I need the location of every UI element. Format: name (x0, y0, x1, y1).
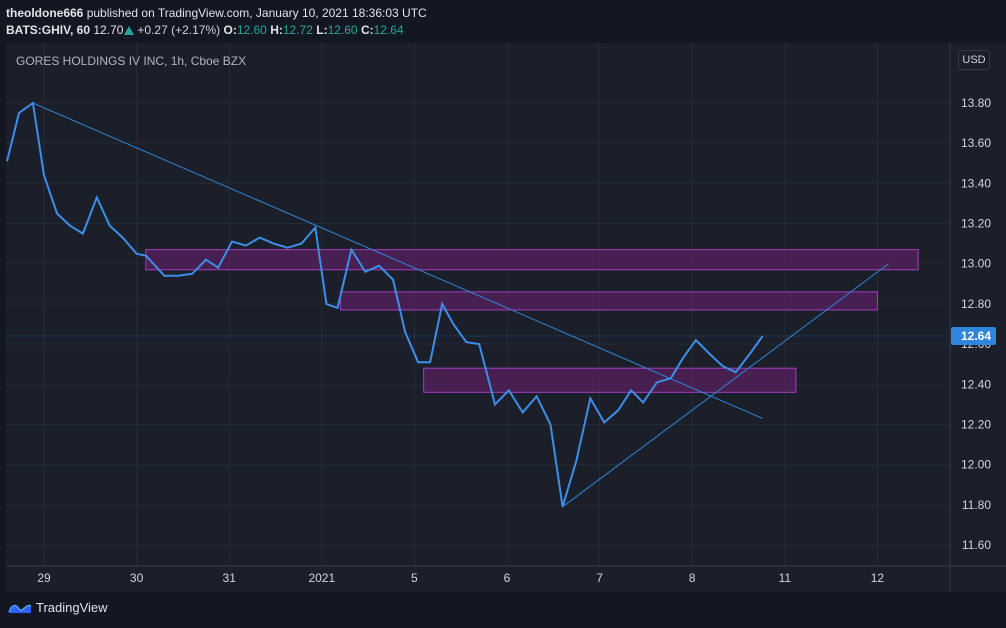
time-tick-label: 12 (871, 571, 885, 585)
price-zone[interactable] (423, 367, 797, 393)
time-axis[interactable]: 29 30 31 2021 5 6 7 8 11 12 (37, 571, 884, 585)
chart-header: theoldone666 published on TradingView.co… (6, 5, 427, 39)
time-tick-label: 6 (504, 571, 511, 585)
time-tick-label: 29 (37, 571, 51, 585)
time-tick-label: 2021 (308, 571, 335, 585)
high-value: 12.72 (282, 23, 313, 37)
price-tick-label: 12.20 (961, 417, 991, 431)
high-label: H: (270, 23, 283, 37)
symbol-label: BATS:GHIV, 60 (6, 23, 91, 37)
price-change: +0.27 (+2.17%) (137, 23, 221, 37)
price-zone[interactable] (339, 291, 878, 311)
tradingview-logo-icon (8, 600, 32, 617)
chart-pane[interactable] (6, 43, 1006, 592)
last-price: 12.70 (93, 23, 124, 37)
time-tick-label: 5 (411, 571, 418, 585)
price-tick-label: 11.60 (962, 538, 991, 552)
price-tick-label: 12.40 (961, 377, 991, 391)
price-zone[interactable] (145, 249, 919, 271)
time-tick-label: 11 (779, 571, 792, 585)
price-tick-label: 13.20 (961, 217, 991, 231)
resistance-zones[interactable] (145, 249, 919, 393)
trendline[interactable] (32, 102, 763, 419)
price-tick-label: 13.80 (961, 96, 991, 110)
publish-info: theoldone666 published on TradingView.co… (6, 5, 427, 22)
time-tick-label: 8 (689, 571, 696, 585)
time-tick-label: 31 (223, 571, 237, 585)
price-tick-label: 13.00 (961, 257, 991, 271)
tradingview-brand[interactable]: TradingView (8, 600, 108, 617)
price-axis[interactable]: 11.6011.8012.0012.2012.4012.6012.8013.00… (961, 96, 991, 552)
up-arrow-icon (124, 26, 135, 35)
low-value: 12.60 (327, 23, 358, 37)
open-value: 12.60 (236, 23, 267, 37)
price-tick-label: 11.80 (962, 498, 991, 512)
currency-button[interactable]: USD (958, 50, 990, 70)
ohlc-row: BATS:GHIV, 60 12.70 +0.27 (+2.17%) O:12.6… (6, 22, 427, 39)
price-tick-label: 13.40 (961, 176, 991, 190)
price-tick-label: 12.00 (961, 458, 991, 472)
price-tick-label: 12.80 (961, 297, 991, 311)
open-label: O: (223, 23, 237, 37)
price-line (6, 101, 764, 508)
author-name[interactable]: theoldone666 (6, 6, 84, 20)
trendline[interactable] (562, 263, 889, 508)
trendlines[interactable] (32, 102, 889, 508)
time-tick-label: 7 (596, 571, 603, 585)
published-text: published on TradingView.com, January 10… (86, 6, 427, 20)
price-chart[interactable]: 11.60 11.80 12.00 12.20 12.40 12.60 12.80 13.00… (0, 0, 1006, 600)
time-tick-label: 30 (130, 571, 144, 585)
price-tick-label: 13.60 (961, 136, 991, 150)
last-price-badge-bg (951, 327, 996, 346)
close-label: C: (360, 23, 374, 37)
low-label: L: (316, 23, 328, 37)
close-value: 12.64 (373, 23, 404, 37)
chart-title: GORES HOLDINGS IV INC, 1h, Cboe BZX (16, 54, 247, 68)
last-price-badge: 12.64 (951, 327, 996, 346)
brand-label: TradingView (36, 600, 108, 615)
last-price-badge-text: 12.64 (961, 329, 991, 343)
